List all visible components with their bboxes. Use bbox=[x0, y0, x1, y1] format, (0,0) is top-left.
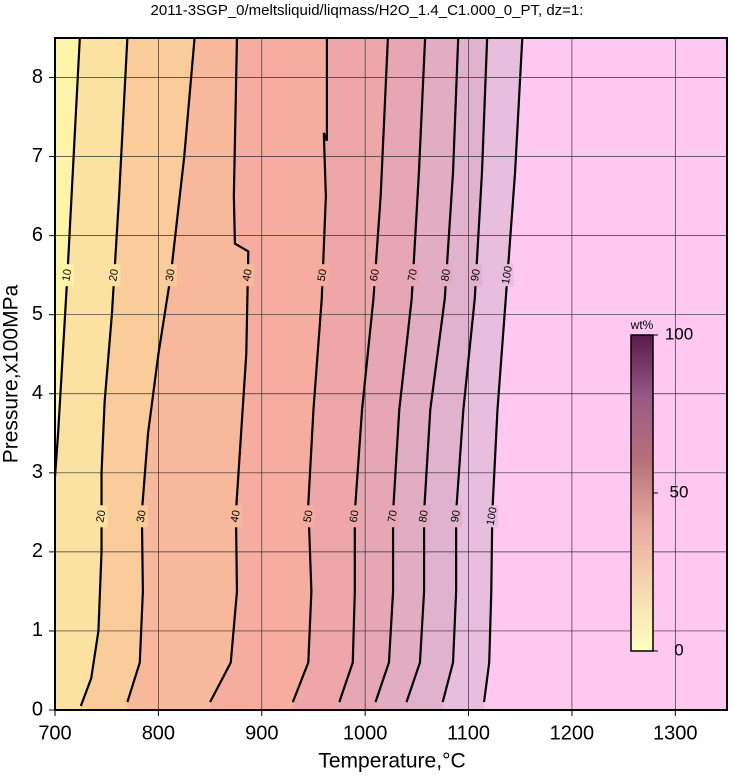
contour-band bbox=[55, 38, 128, 710]
y-tick-label: 2 bbox=[32, 540, 43, 562]
contour-label-bg bbox=[407, 264, 420, 287]
contour-label: 30 bbox=[164, 268, 178, 282]
contour-line bbox=[209, 38, 250, 703]
x-tick-label: 700 bbox=[38, 722, 71, 744]
chart-title: 2011-3SGP_0/meltsliquid/liqmass/H2O_1.4_… bbox=[151, 2, 584, 19]
contour-label-bg bbox=[486, 505, 499, 528]
colorbar-tick-label: 0 bbox=[674, 640, 683, 659]
colorbar bbox=[630, 334, 654, 652]
contour-label-bg bbox=[440, 264, 453, 287]
contour-line bbox=[126, 38, 196, 703]
contour-label-bg bbox=[229, 505, 242, 528]
x-tick-label: 1300 bbox=[653, 722, 698, 744]
contour-label: 10 bbox=[60, 268, 74, 282]
contour-label: 90 bbox=[449, 509, 463, 523]
contour-label-bg bbox=[241, 264, 254, 287]
contour-label: 30 bbox=[135, 509, 149, 523]
y-axis-title: Pressure,x100MPa bbox=[0, 284, 23, 463]
y-tick-label: 5 bbox=[32, 303, 43, 325]
contour-line bbox=[482, 38, 524, 703]
x-tick-label: 900 bbox=[245, 722, 278, 744]
contour-label: 60 bbox=[348, 509, 362, 523]
contour-line bbox=[374, 38, 427, 703]
contour-line bbox=[291, 38, 329, 703]
contour-label-bg bbox=[369, 264, 382, 287]
y-tick-label: 8 bbox=[32, 66, 43, 88]
y-tick-label: 0 bbox=[32, 698, 43, 720]
contour-label-bg bbox=[470, 264, 483, 287]
plot-frame bbox=[54, 37, 728, 711]
colorbar-tick-label: 50 bbox=[670, 482, 689, 501]
contour-label: 80 bbox=[439, 268, 453, 282]
contour-line bbox=[338, 38, 389, 703]
contour-label: 40 bbox=[229, 509, 243, 523]
contour-label-bg bbox=[135, 505, 148, 528]
contour-label-bg bbox=[302, 505, 315, 528]
contour-line bbox=[79, 38, 129, 707]
contour-line bbox=[55, 38, 81, 477]
x-tick-label: 1100 bbox=[447, 722, 490, 744]
contour-band bbox=[55, 38, 80, 710]
contour-label: 100 bbox=[485, 506, 500, 526]
contour-label-bg bbox=[387, 505, 400, 528]
contour-label: 100 bbox=[500, 265, 515, 285]
contour-line bbox=[441, 38, 489, 703]
plot-area: 10 20 20 30 30 40 40 50 50 60 60 70 70 80 80 90 90 100 100 bbox=[55, 38, 727, 710]
contour-label: 60 bbox=[368, 268, 382, 282]
contour-label-bg bbox=[108, 264, 121, 287]
contour-label: 20 bbox=[94, 509, 108, 523]
y-tick-label: 7 bbox=[32, 145, 43, 167]
x-tick-label: 800 bbox=[142, 722, 175, 744]
contour-label: 20 bbox=[107, 268, 121, 282]
contour-label: 70 bbox=[406, 268, 420, 282]
contour-label: 90 bbox=[469, 268, 483, 282]
contour-line bbox=[405, 38, 460, 703]
y-tick-label: 6 bbox=[32, 224, 43, 246]
contour-label-bg bbox=[164, 264, 177, 287]
contour-label-bg bbox=[450, 505, 463, 528]
contour-label: 50 bbox=[302, 509, 316, 523]
contour-label: 80 bbox=[417, 509, 431, 523]
colorbar-tick-label: 100 bbox=[665, 324, 693, 343]
contour-label-bg bbox=[418, 505, 431, 528]
x-tick-label: 1200 bbox=[550, 722, 595, 744]
contour-label: 40 bbox=[241, 268, 255, 282]
contour-label-bg bbox=[348, 505, 361, 528]
contour-label: 70 bbox=[386, 509, 400, 523]
y-tick-label: 1 bbox=[32, 619, 43, 641]
x-tick-label: 1000 bbox=[343, 722, 388, 744]
contour-label: 50 bbox=[316, 268, 330, 282]
x-axis-title: Temperature,°C bbox=[318, 750, 465, 773]
y-tick-label: 4 bbox=[32, 382, 43, 404]
contour-label-bg bbox=[501, 264, 514, 287]
contour-label-bg bbox=[95, 505, 108, 528]
y-tick-label: 3 bbox=[32, 461, 43, 483]
contour-label-bg bbox=[61, 264, 74, 287]
overlay: 700 800 900 1000 1100 1200 1300 0 1 2 3 4 5 6 7 8 wt% 0 50… bbox=[32, 37, 728, 744]
colorbar-label: wt% bbox=[630, 318, 654, 332]
contour-label-bg bbox=[316, 264, 329, 287]
